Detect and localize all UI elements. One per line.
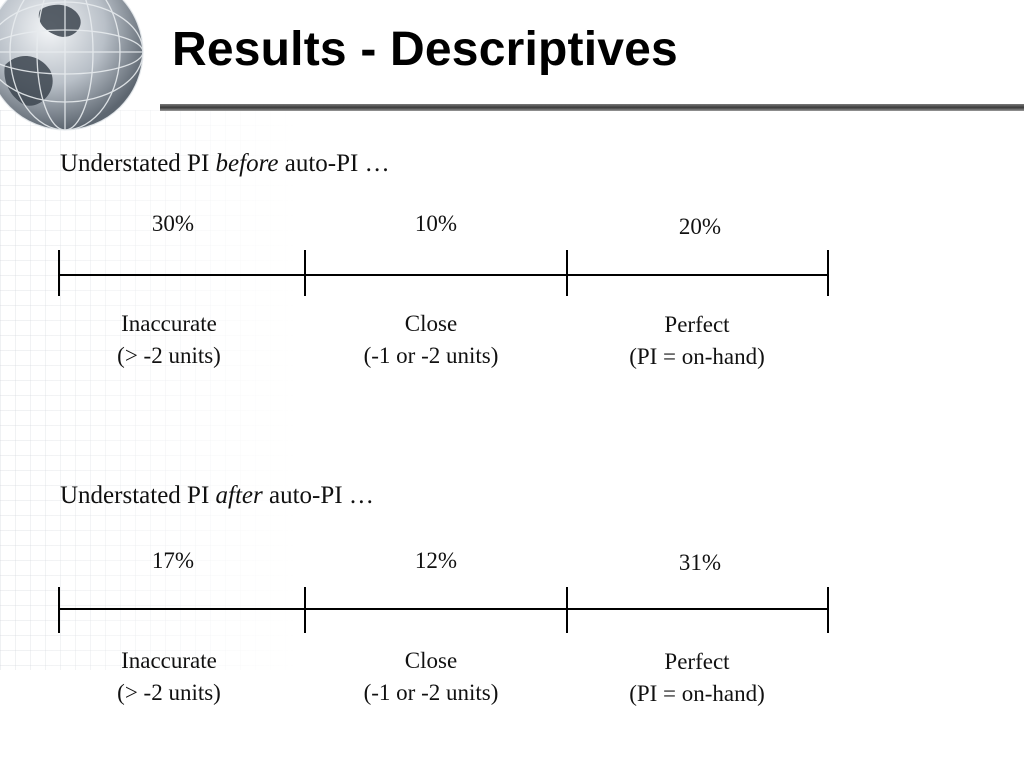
- scale-line-after: [59, 608, 829, 610]
- label-close-before: Close (-1 or -2 units): [311, 308, 551, 372]
- label-perfect-after: Perfect (PI = on-hand): [577, 646, 817, 710]
- title-divider: [160, 104, 1024, 111]
- label-line2: (-1 or -2 units): [363, 680, 499, 705]
- globe-icon: [0, 0, 144, 131]
- label-close-after: Close (-1 or -2 units): [311, 645, 551, 709]
- slide-title: Results - Descriptives: [172, 23, 678, 76]
- label-inaccurate-before: Inaccurate (> -2 units): [49, 308, 289, 372]
- scale-tick: [827, 587, 829, 633]
- label-line2: (PI = on-hand): [629, 344, 765, 369]
- scale-tick: [566, 250, 568, 296]
- label-line2: (-1 or -2 units): [363, 343, 499, 368]
- scale-tick: [827, 250, 829, 296]
- label-line1: Inaccurate: [121, 311, 217, 336]
- scale-tick: [566, 587, 568, 633]
- scale-tick: [304, 587, 306, 633]
- heading-prefix: Understated PI: [60, 482, 216, 509]
- heading-suffix: auto-PI …: [278, 150, 390, 177]
- label-line1: Close: [404, 311, 458, 336]
- section-before-heading: Understated PI before auto-PI …: [60, 150, 390, 178]
- label-line2: (PI = on-hand): [629, 681, 765, 706]
- scale-tick: [58, 250, 60, 296]
- percent-close-after: 12%: [414, 548, 458, 573]
- label-line1: Inaccurate: [121, 648, 217, 673]
- label-line2: (> -2 units): [117, 680, 221, 705]
- label-line1: Perfect: [664, 312, 730, 337]
- scale-tick: [58, 587, 60, 633]
- label-perfect-before: Perfect (PI = on-hand): [577, 309, 817, 373]
- percent-perfect-after: 31%: [678, 550, 722, 575]
- heading-emphasis: before: [215, 150, 279, 177]
- percent-close-before: 10%: [414, 211, 458, 236]
- heading-suffix: auto-PI …: [262, 482, 374, 509]
- scale-line-before: [59, 274, 829, 276]
- section-after-heading: Understated PI after auto-PI …: [60, 482, 374, 510]
- label-line2: (> -2 units): [117, 343, 221, 368]
- percent-inaccurate-before: 30%: [151, 211, 195, 236]
- label-line1: Perfect: [664, 649, 730, 674]
- percent-perfect-before: 20%: [678, 214, 722, 239]
- heading-emphasis: after: [215, 482, 263, 509]
- percent-inaccurate-after: 17%: [151, 548, 195, 573]
- background-grid: [0, 110, 300, 670]
- label-inaccurate-after: Inaccurate (> -2 units): [49, 645, 289, 709]
- label-line1: Close: [404, 648, 458, 673]
- scale-tick: [304, 250, 306, 296]
- heading-prefix: Understated PI: [60, 150, 216, 177]
